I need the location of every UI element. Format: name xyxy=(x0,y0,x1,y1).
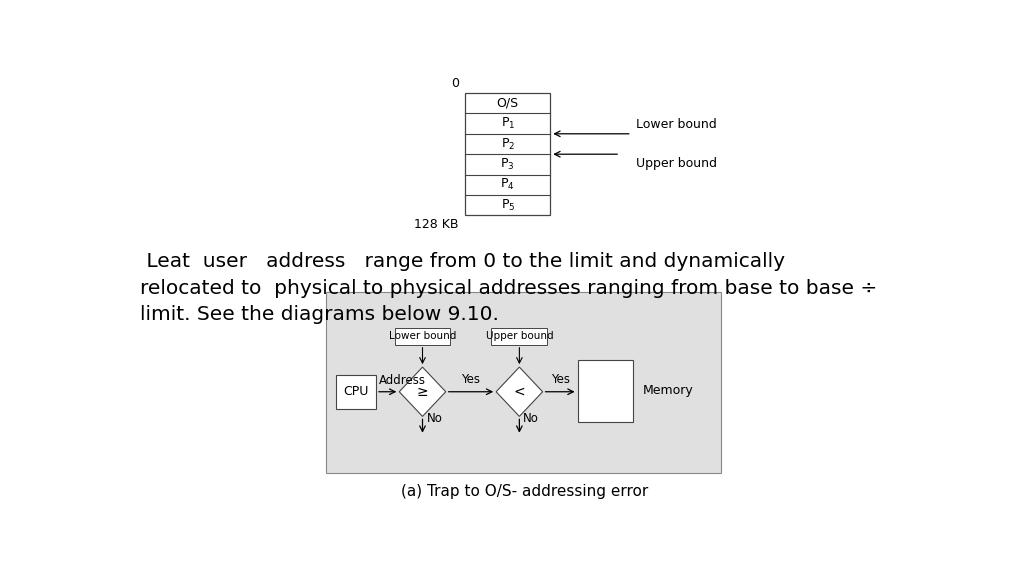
Text: CPU: CPU xyxy=(343,385,369,398)
Text: 128 KB: 128 KB xyxy=(415,218,459,231)
FancyBboxPatch shape xyxy=(336,375,376,409)
Text: O/S: O/S xyxy=(497,97,519,109)
Text: Upper bound: Upper bound xyxy=(636,157,717,169)
Polygon shape xyxy=(496,367,543,416)
Polygon shape xyxy=(399,367,445,416)
Text: No: No xyxy=(523,412,539,425)
FancyBboxPatch shape xyxy=(326,291,721,472)
Text: Leat  user   address   range from 0 to the limit and dynamically
relocated to  p: Leat user address range from 0 to the li… xyxy=(139,252,877,324)
FancyBboxPatch shape xyxy=(394,328,451,345)
FancyBboxPatch shape xyxy=(465,93,550,215)
Text: P$_5$: P$_5$ xyxy=(501,198,515,213)
Text: 0: 0 xyxy=(451,77,459,90)
Text: P$_3$: P$_3$ xyxy=(501,157,515,172)
Text: Yes: Yes xyxy=(551,373,569,386)
Text: Yes: Yes xyxy=(462,373,480,386)
Text: Lower bound: Lower bound xyxy=(636,119,717,131)
FancyBboxPatch shape xyxy=(492,328,547,345)
Text: P$_1$: P$_1$ xyxy=(501,116,515,131)
Text: P$_2$: P$_2$ xyxy=(501,137,515,151)
Text: ≥: ≥ xyxy=(417,385,428,399)
Text: P$_4$: P$_4$ xyxy=(501,177,515,192)
Text: Upper bound: Upper bound xyxy=(485,331,553,342)
Text: Address: Address xyxy=(379,374,426,387)
Text: <: < xyxy=(514,385,525,399)
Text: (a) Trap to O/S- addressing error: (a) Trap to O/S- addressing error xyxy=(401,484,648,499)
FancyBboxPatch shape xyxy=(578,360,633,422)
Text: Lower bound: Lower bound xyxy=(389,331,456,342)
Text: Memory: Memory xyxy=(643,385,693,397)
Text: No: No xyxy=(426,412,442,425)
